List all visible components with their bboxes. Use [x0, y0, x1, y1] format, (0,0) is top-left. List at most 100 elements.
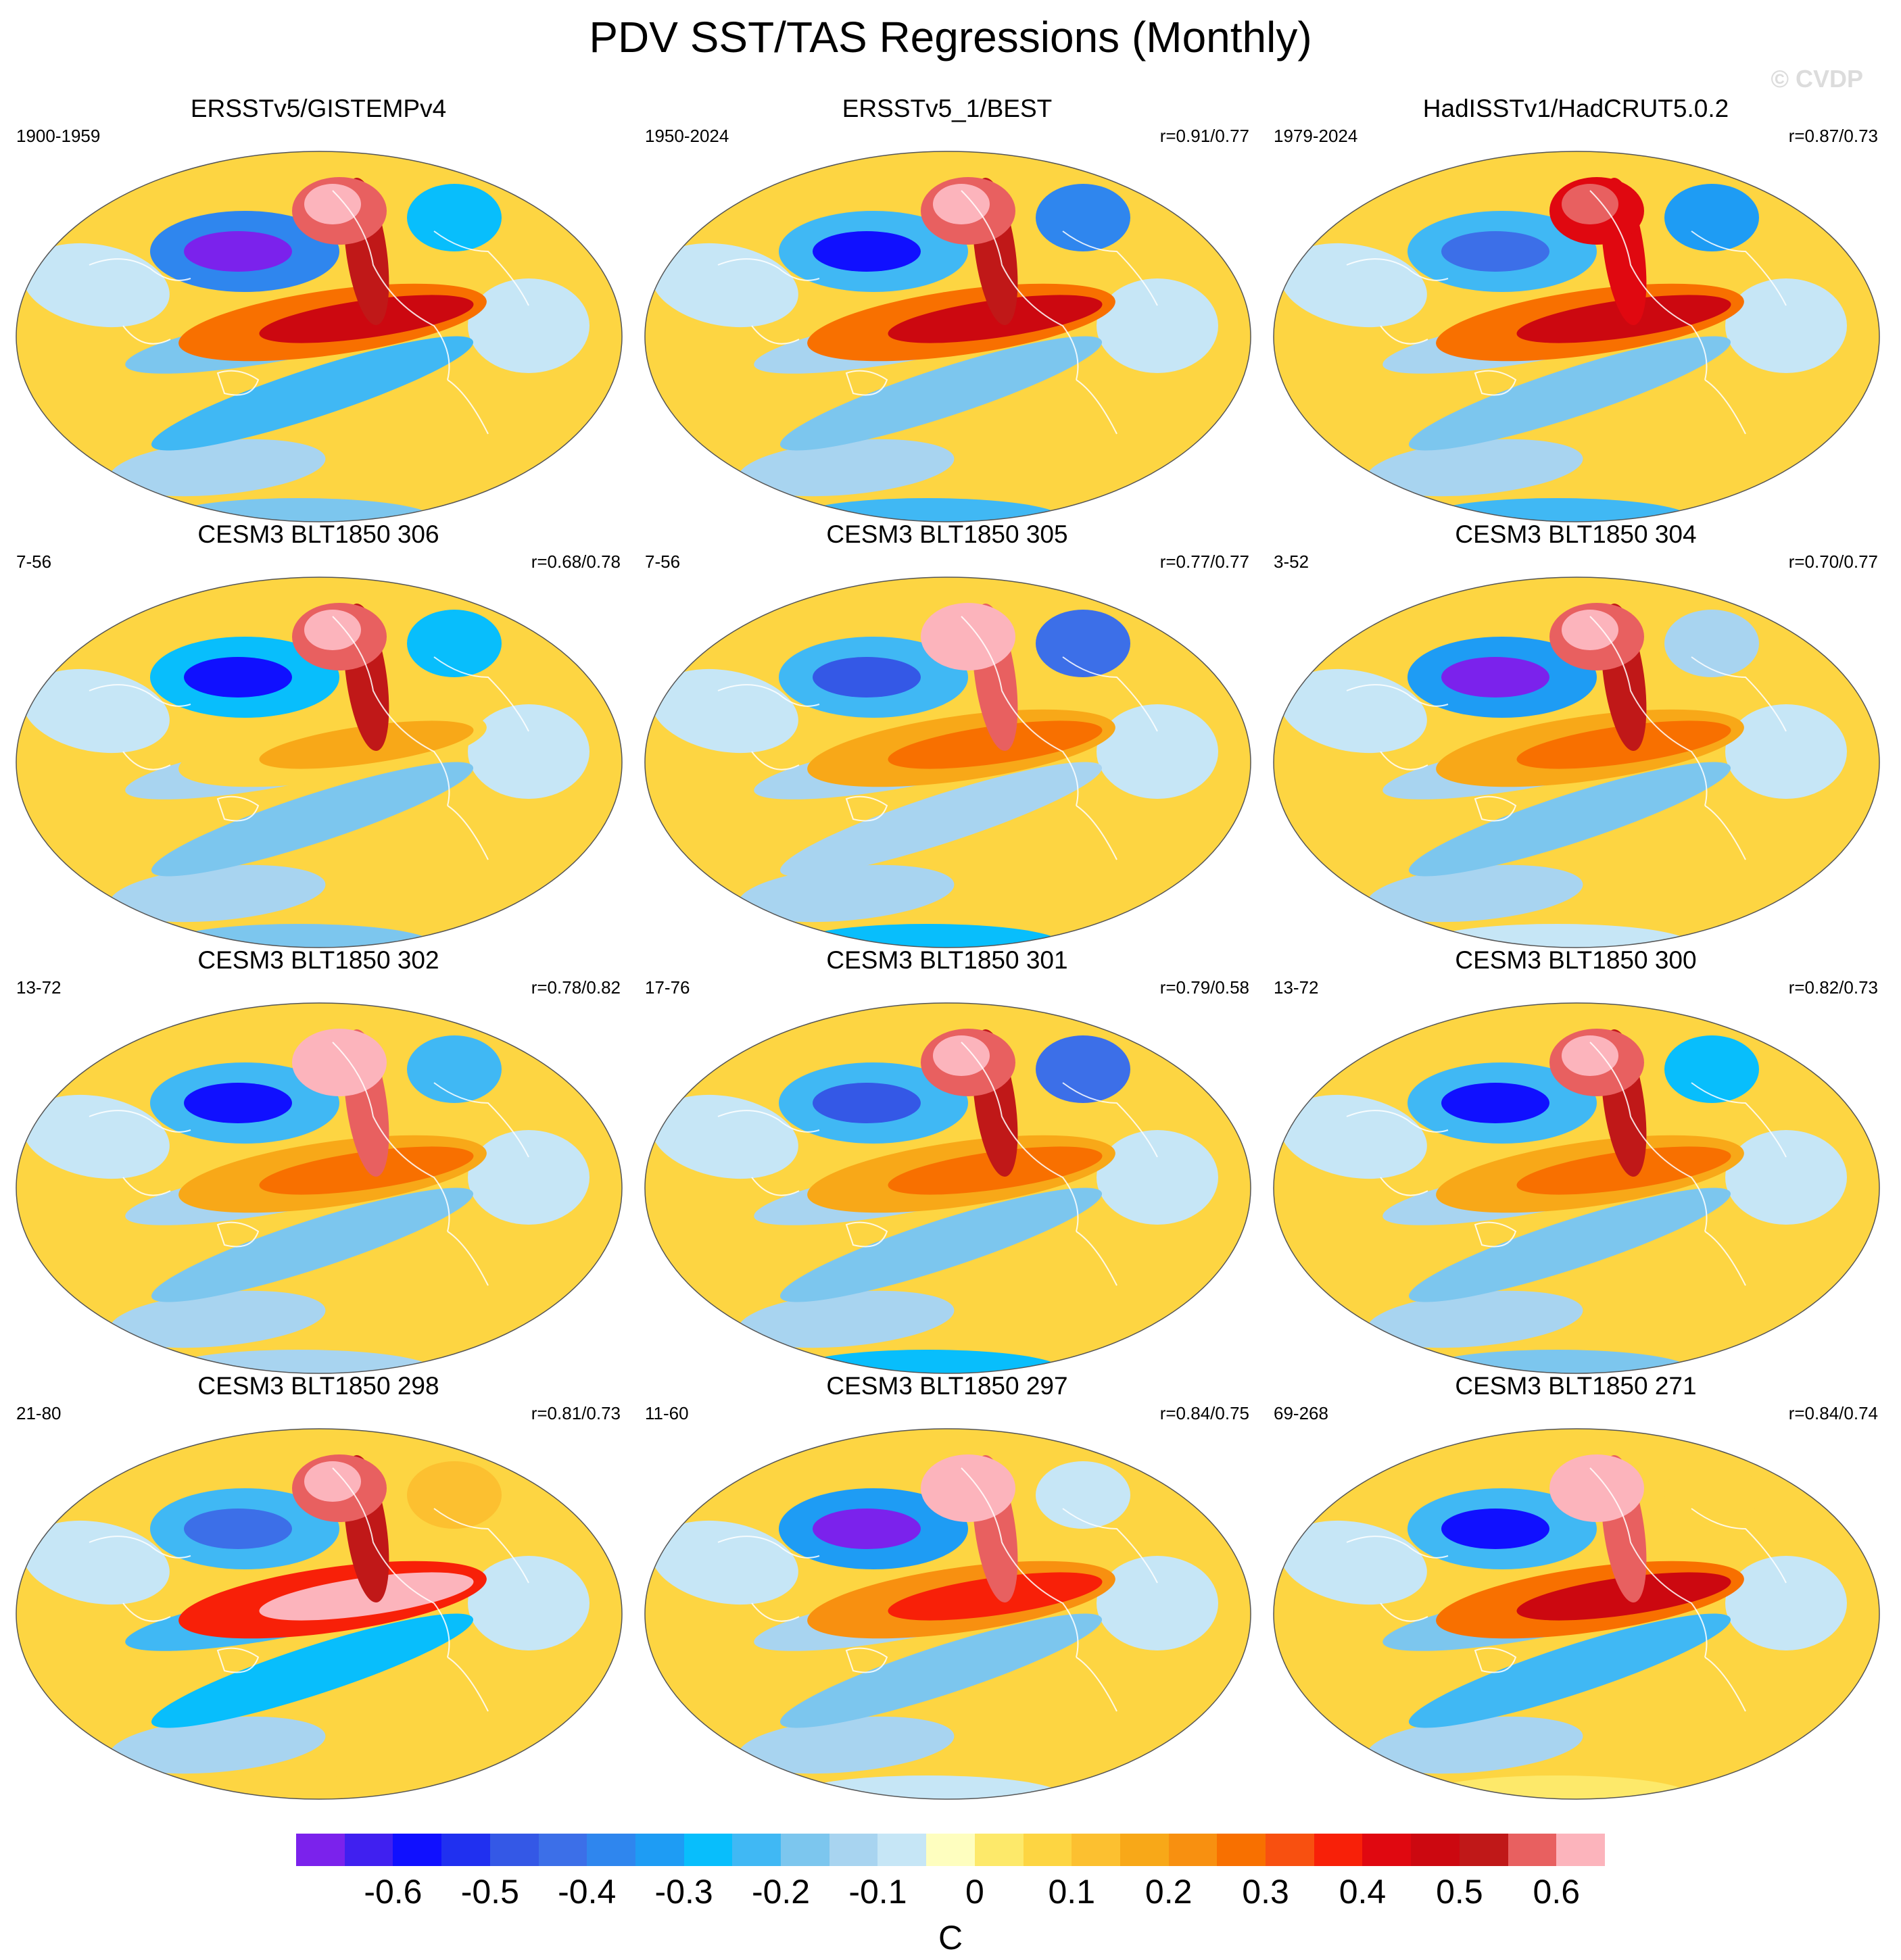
- panel-period-label: 3-52: [1274, 552, 1309, 572]
- coastline: [1589, 1467, 1708, 1658]
- coastline: [433, 230, 529, 306]
- coastline: [845, 370, 888, 396]
- coastline: [447, 1231, 489, 1286]
- coastline: [89, 258, 191, 281]
- antarctic-rim-anomaly: [164, 1775, 434, 1799]
- panel-correlation-label: r=0.79/0.58: [1159, 977, 1249, 998]
- indian-ocean-cool-patch: [22, 1094, 170, 1179]
- coastline: [845, 795, 888, 822]
- colorbar-swatch: [393, 1834, 442, 1866]
- north-pacific-cold-core: [813, 231, 921, 272]
- coastline: [89, 1110, 191, 1133]
- coastline: [332, 1467, 450, 1658]
- southern-cool-band: [110, 1290, 326, 1348]
- colorbar-swatch: [1023, 1834, 1072, 1866]
- indian-ocean-cool-patch: [22, 668, 170, 754]
- colorbar-swatch: [635, 1834, 685, 1866]
- antarctic-rim-anomaly: [792, 1350, 1063, 1373]
- colorbar-tick-label: -0.5: [460, 1873, 519, 1911]
- atlantic-cool-patch: [468, 704, 589, 799]
- regression-map: [1273, 1002, 1880, 1374]
- panel-period-label: 69-268: [1274, 1403, 1328, 1423]
- map-panel: ERSSTv5_1/BEST 1950-2024 r=0.91/0.77: [633, 95, 1261, 527]
- colorbar-swatch: [1508, 1834, 1557, 1866]
- coastline: [1062, 1508, 1158, 1584]
- coastline: [1346, 1110, 1449, 1133]
- antarctic-rim-anomaly: [792, 1775, 1063, 1799]
- alaska-warm-core: [304, 1461, 361, 1502]
- north-atlantic-anomaly: [1036, 1035, 1130, 1103]
- tropical-warm-band-core: [888, 1572, 1103, 1621]
- colorbar-swatch: [1120, 1834, 1170, 1866]
- antarctic-rim-anomaly: [164, 924, 434, 948]
- colorbar-swatch: [1217, 1834, 1266, 1866]
- tropical-warm-band-core: [888, 720, 1103, 769]
- regression-map: [1273, 1428, 1880, 1800]
- north-pacific-cold-core: [813, 1083, 921, 1123]
- atlantic-cool-patch: [1725, 704, 1847, 799]
- southern-cool-band: [110, 1716, 326, 1774]
- coastline: [216, 1221, 260, 1248]
- panel-period-label: 13-72: [1274, 977, 1319, 998]
- colorbar-swatch: [1459, 1834, 1509, 1866]
- colorbar-swatch: [1266, 1834, 1315, 1866]
- atlantic-cool-patch: [1097, 1556, 1218, 1650]
- regression-map: [1273, 577, 1880, 948]
- atlantic-cool-patch: [1725, 1556, 1847, 1650]
- coastline: [1076, 1231, 1117, 1286]
- regression-map: [16, 1002, 623, 1374]
- panel-title: CESM3 BLT1850 300: [1455, 946, 1697, 974]
- regression-map: [1273, 151, 1880, 522]
- panel-correlation-label: r=0.87/0.73: [1788, 126, 1878, 146]
- coastline: [1474, 370, 1517, 396]
- antarctic-rim-anomaly: [1421, 1775, 1691, 1799]
- coastline: [845, 1221, 888, 1248]
- coastline: [1474, 1221, 1517, 1248]
- coastline: [332, 1042, 450, 1232]
- coastline: [1474, 795, 1517, 822]
- coastline: [1076, 805, 1117, 860]
- southern-cool-band: [110, 439, 326, 497]
- map-panel: CESM3 BLT1850 302 13-72 r=0.78/0.82: [4, 946, 633, 1379]
- map-outline: [1273, 1428, 1880, 1800]
- indian-ocean-cool-patch: [1280, 1094, 1427, 1179]
- alaska-warm-core: [933, 610, 990, 650]
- coastline: [1346, 684, 1449, 707]
- coastline: [1474, 1647, 1517, 1673]
- north-pacific-cold-core: [184, 1509, 292, 1549]
- panel-title: CESM3 BLT1850 298: [197, 1372, 439, 1400]
- southern-cool-band: [1367, 1716, 1583, 1774]
- coastline: [1076, 1657, 1117, 1712]
- coastline: [1346, 258, 1449, 281]
- north-atlantic-anomaly: [1664, 184, 1759, 251]
- panel-correlation-label: r=0.78/0.82: [531, 977, 621, 998]
- panel-title: CESM3 BLT1850 301: [826, 946, 1068, 974]
- alaska-warm-core: [1562, 1461, 1618, 1502]
- colorbar-tick-label: 0.2: [1145, 1873, 1193, 1911]
- tropical-warm-band-core: [259, 1146, 474, 1195]
- regression-map: [644, 151, 1251, 522]
- colorbar-tick-label: -0.6: [364, 1873, 423, 1911]
- colorbar-swatch: [1362, 1834, 1412, 1866]
- alaska-warm-core: [304, 184, 361, 224]
- indian-ocean-cool-patch: [651, 1520, 798, 1605]
- south-pacific-cool-arc: [779, 1187, 1103, 1302]
- coastline: [751, 325, 800, 345]
- coastline: [1704, 1657, 1746, 1712]
- north-pacific-cold-core: [184, 657, 292, 697]
- map-outline: [1273, 151, 1880, 522]
- north-pacific-cold-core: [1441, 1509, 1549, 1549]
- colorbar-swatch: [441, 1834, 491, 1866]
- panel-period-label: 7-56: [16, 552, 52, 572]
- antarctic-rim-anomaly: [164, 1350, 434, 1373]
- coastline: [751, 1602, 800, 1622]
- atlantic-cool-patch: [1097, 278, 1218, 373]
- north-atlantic-anomaly: [1664, 1461, 1759, 1529]
- panel-correlation-label: r=0.68/0.78: [531, 552, 621, 572]
- coastline: [433, 656, 529, 732]
- map-outline: [16, 1002, 623, 1374]
- coastline: [122, 751, 171, 770]
- coastline: [717, 684, 820, 707]
- colorbar-unit: C: [938, 1919, 963, 1957]
- coastline: [1691, 656, 1787, 732]
